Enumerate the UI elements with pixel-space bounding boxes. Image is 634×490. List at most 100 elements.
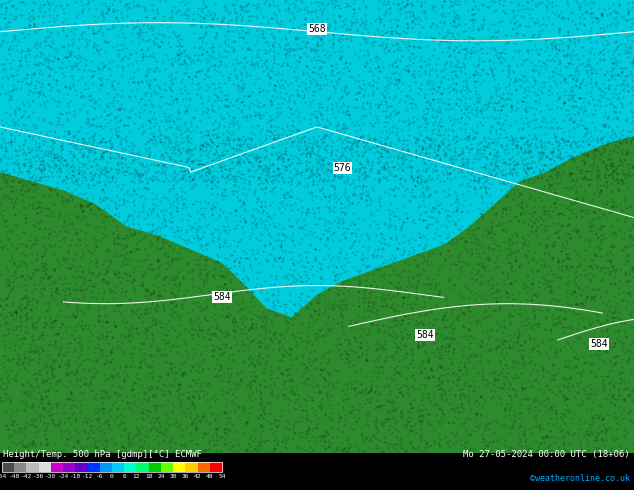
Point <box>438 130 448 138</box>
Point <box>4 308 14 316</box>
Point <box>157 350 167 358</box>
Point <box>18 228 28 236</box>
Point <box>450 219 460 227</box>
Point <box>127 145 137 153</box>
Point <box>139 256 149 264</box>
Point <box>396 88 406 96</box>
Point <box>145 118 155 126</box>
Point <box>150 274 160 282</box>
Point <box>404 197 415 205</box>
Point <box>155 135 165 143</box>
Point <box>238 184 249 192</box>
Point <box>249 362 259 369</box>
Point <box>192 68 202 75</box>
Point <box>85 442 95 450</box>
Point <box>256 6 266 14</box>
Point <box>29 401 39 409</box>
Point <box>36 59 46 67</box>
Point <box>158 430 169 438</box>
Point <box>110 441 120 449</box>
Point <box>402 389 412 396</box>
Point <box>478 279 488 287</box>
Point <box>119 235 129 243</box>
Point <box>138 355 148 363</box>
Point <box>211 395 221 403</box>
Point <box>92 272 102 280</box>
Point <box>621 256 631 264</box>
Point <box>117 442 127 450</box>
Point <box>245 111 255 119</box>
Point <box>393 427 403 435</box>
Point <box>621 72 631 79</box>
Point <box>220 95 230 102</box>
Point <box>243 414 253 421</box>
Point <box>66 162 76 170</box>
Point <box>125 247 135 255</box>
Point <box>76 31 86 39</box>
Point <box>0 153 10 161</box>
Point <box>397 182 407 190</box>
Point <box>318 157 328 165</box>
Point <box>611 90 621 98</box>
Point <box>380 118 390 126</box>
Point <box>371 57 381 65</box>
Point <box>146 221 157 229</box>
Point <box>112 204 122 212</box>
Point <box>395 225 405 233</box>
Point <box>559 138 569 146</box>
Point <box>508 415 519 423</box>
Point <box>28 271 38 279</box>
Point <box>466 146 476 153</box>
Point <box>315 235 325 243</box>
Point <box>471 415 481 423</box>
Point <box>517 358 527 366</box>
Point <box>46 404 56 412</box>
Point <box>268 167 278 175</box>
Point <box>56 142 66 150</box>
Point <box>619 327 629 335</box>
Point <box>458 404 468 412</box>
Point <box>382 222 392 230</box>
Point <box>277 350 287 358</box>
Point <box>223 35 233 43</box>
Point <box>283 188 294 196</box>
Point <box>127 392 138 400</box>
Point <box>605 247 615 255</box>
Point <box>339 168 349 175</box>
Point <box>187 306 197 314</box>
Point <box>600 163 610 171</box>
Point <box>137 423 147 431</box>
Point <box>240 217 250 224</box>
Point <box>122 114 132 122</box>
Point <box>555 148 565 156</box>
Point <box>599 112 609 120</box>
Point <box>571 228 581 236</box>
Point <box>557 411 567 418</box>
Point <box>91 244 101 251</box>
Point <box>221 388 231 396</box>
Point <box>313 424 323 432</box>
Point <box>267 197 277 205</box>
Point <box>604 95 614 102</box>
Point <box>454 15 464 23</box>
Point <box>262 87 273 95</box>
Point <box>148 304 158 312</box>
Point <box>208 271 218 279</box>
Point <box>304 135 314 143</box>
Point <box>557 154 567 162</box>
Point <box>93 317 103 324</box>
Point <box>297 95 307 102</box>
Point <box>65 339 75 346</box>
Point <box>9 346 19 354</box>
Point <box>51 153 61 161</box>
Point <box>503 274 513 282</box>
Point <box>601 36 611 44</box>
Point <box>398 355 408 363</box>
Point <box>556 247 566 255</box>
Point <box>191 302 202 310</box>
Point <box>283 222 294 230</box>
Point <box>432 270 442 278</box>
Point <box>488 437 498 445</box>
Point <box>225 241 235 249</box>
Point <box>82 221 92 229</box>
